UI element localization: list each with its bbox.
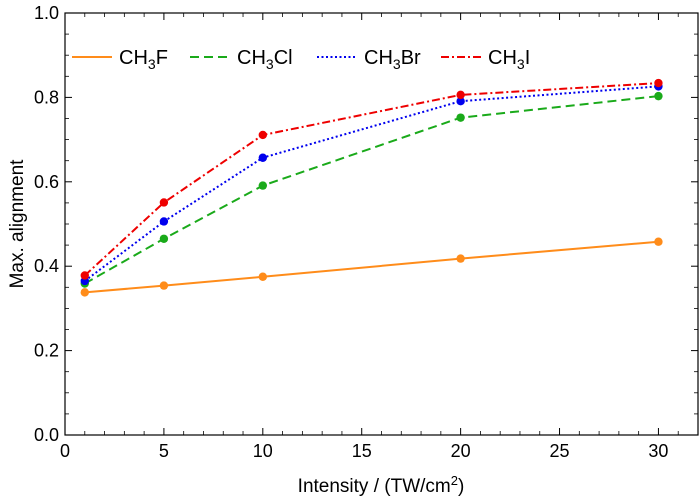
data-point-CH3I [258, 130, 268, 140]
data-point-CH3I [80, 271, 89, 280]
x-tick-label: 5 [159, 441, 169, 461]
data-point-CH3Br [456, 96, 465, 106]
data-point-CH3I [159, 198, 169, 207]
data-point-CH3I [456, 90, 465, 100]
series-line-CH3Cl [84, 95, 659, 285]
data-point-CH3Cl [258, 181, 268, 190]
y-tick-labels: 0.0 0.2 0.4 0.6 0.8 1.0 [34, 3, 59, 445]
x-axis-label: Intensity / (TW/cm2) [298, 473, 465, 497]
legend-label-CH3I: CH3I [488, 47, 530, 72]
data-point-CH3Br [159, 217, 169, 226]
data-point-CH3F [258, 272, 268, 281]
y-axis-label: Max. alignment [7, 159, 28, 289]
axis-ticks [64, 12, 699, 436]
data-point-CH3Cl [456, 113, 465, 122]
y-tick-label: 0.2 [34, 341, 59, 361]
legend-label-CH3F: CH3F [119, 47, 168, 72]
legend: CH3F CH3Cl CH3Br CH3I [72, 47, 530, 72]
y-tick-label: 0.0 [34, 425, 59, 445]
series-lines [84, 82, 659, 294]
series-line-CH3F [84, 240, 659, 294]
data-point-CH3F [80, 288, 89, 297]
legend-label-CH3Br: CH3Br [364, 47, 421, 72]
y-tick-label: 1.0 [34, 3, 59, 23]
x-tick-label: 20 [451, 441, 471, 461]
series-line-CH3I [84, 82, 659, 277]
data-point-CH3F [456, 254, 465, 263]
x-tick-label: 30 [648, 441, 668, 461]
data-point-CH3Br [258, 153, 268, 162]
legend-label-CH3Cl: CH3Cl [237, 47, 293, 72]
data-point-CH3F [654, 237, 663, 246]
data-point-CH3F [159, 281, 169, 290]
data-point-CH3Cl [159, 234, 169, 243]
series-line-CH3Br [84, 85, 659, 282]
data-point-CH3Cl [654, 91, 663, 101]
x-tick-label: 25 [550, 441, 570, 461]
y-tick-label: 0.6 [34, 172, 59, 192]
y-tick-label: 0.8 [34, 87, 59, 107]
series-points [80, 78, 663, 297]
data-point-CH3I [654, 78, 663, 88]
plot-frame [64, 12, 699, 436]
x-tick-labels: 0 5 10 15 20 25 30 [60, 441, 668, 461]
y-tick-label: 0.4 [34, 256, 59, 276]
x-tick-label: 10 [253, 441, 273, 461]
x-tick-label: 15 [352, 441, 372, 461]
x-tick-label: 0 [60, 441, 70, 461]
